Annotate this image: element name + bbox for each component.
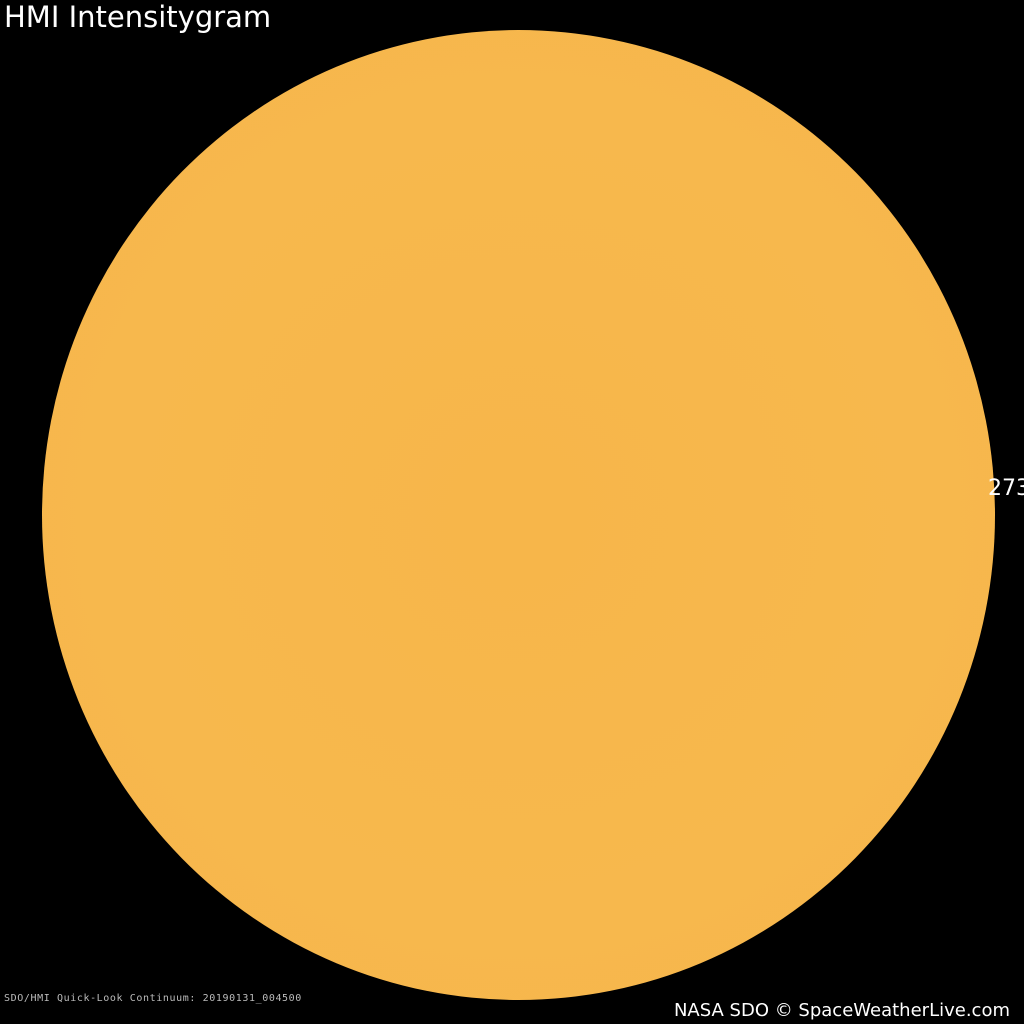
sunspot-region-label: 273 [988,476,1024,501]
image-title: HMI Intensitygram [4,0,272,34]
credit-text: NASA SDO © SpaceWeatherLive.com [673,1000,1010,1021]
solar-disk [42,30,995,1000]
image-caption: SDO/HMI Quick-Look Continuum: 20190131_0… [4,993,302,1004]
